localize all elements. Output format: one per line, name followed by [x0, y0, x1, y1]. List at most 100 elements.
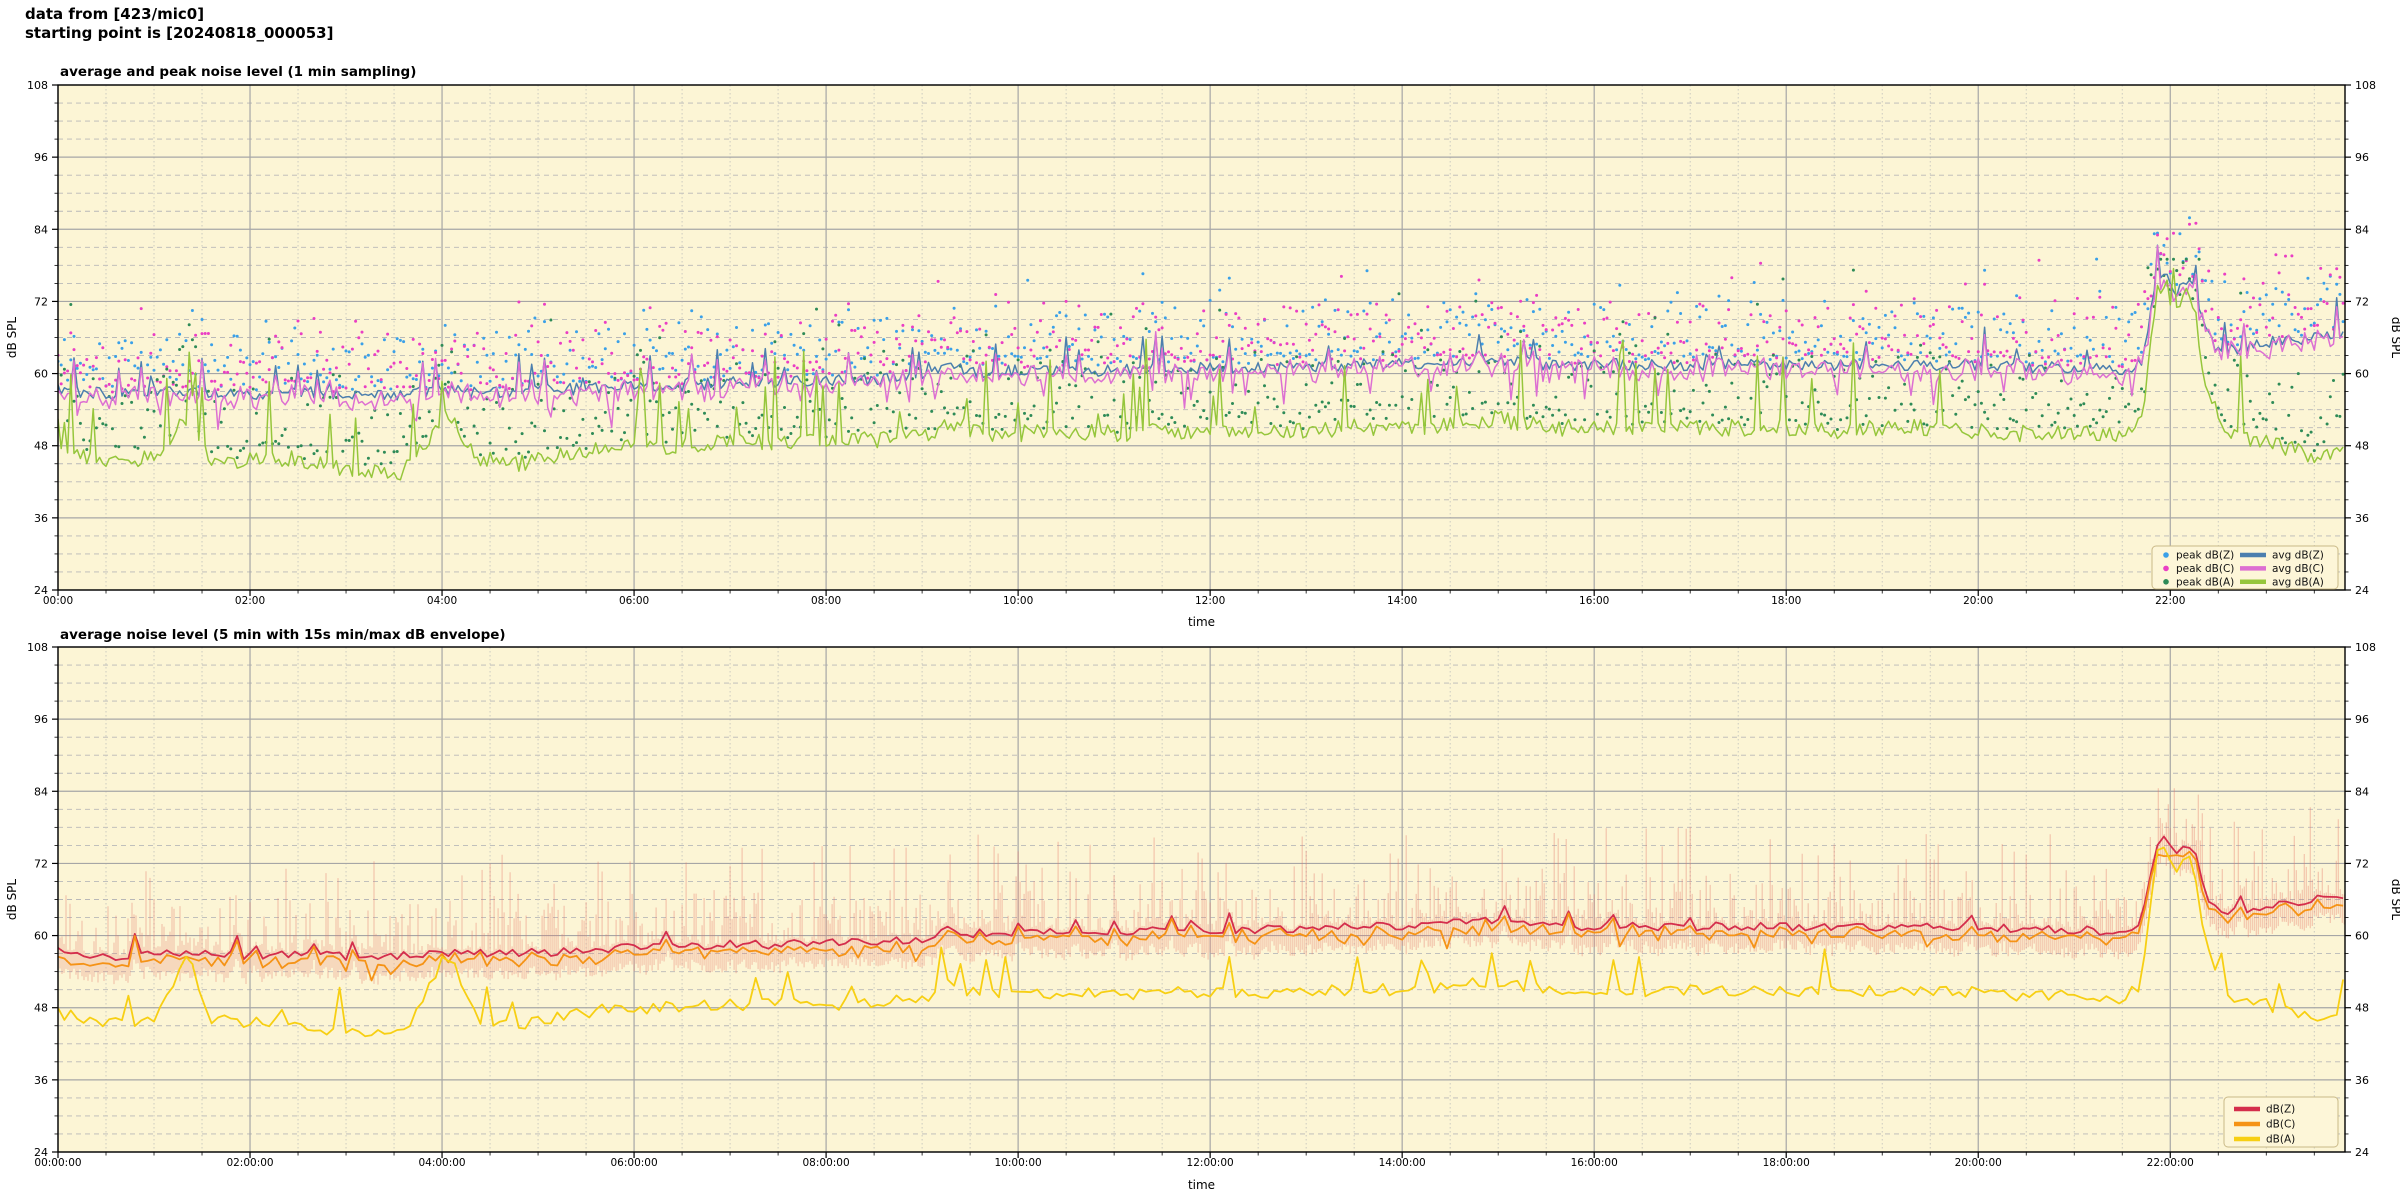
- legend-item: peak dB(C): [2163, 563, 2234, 575]
- x-tick-label: 08:00:00: [803, 1157, 850, 1169]
- y-tick-label-right: 96: [2355, 151, 2369, 164]
- series-line-layer: [58, 244, 2344, 481]
- grid: [57, 84, 2345, 591]
- header-line-2: starting point is [20240818_000053]: [25, 23, 334, 42]
- series-line-layer: [58, 835, 2344, 1038]
- chart-2: 24 24 36 36 48 48 60 60 72 72 84 84 96 96 108 108 00:00:…: [5, 627, 2400, 1192]
- chart-title: average and peak noise level (1 min samp…: [60, 64, 416, 80]
- x-tick-label: 06:00:00: [610, 1157, 657, 1169]
- x-tick-label: 16:00:00: [1571, 1157, 1618, 1169]
- y-tick-label-right: 24: [2355, 1146, 2369, 1159]
- series-line-avg-db-c-: [58, 245, 2344, 431]
- x-tick-label: 14:00:00: [1379, 1157, 1426, 1169]
- legend-label: avg dB(A): [2272, 576, 2324, 588]
- axis-tick-labels: 24 24 36 36 48 48 60 60 72 72 84 84 96 96 108 108 00:00:…: [27, 641, 2376, 1169]
- legend-item: dB(C): [2234, 1119, 2295, 1131]
- y-tick-label-right: 84: [2355, 223, 2369, 236]
- x-tick-label: 12:00: [1195, 595, 1225, 607]
- legend-marker-dot: [2163, 552, 2169, 558]
- y-tick-label-left: 108: [27, 79, 48, 92]
- y-tick-label-right: 72: [2355, 295, 2369, 308]
- grid: [57, 646, 2345, 1153]
- x-tick-label: 20:00:00: [1955, 1157, 2002, 1169]
- legend-item: avg dB(Z): [2240, 550, 2324, 562]
- y-tick-label-left: 108: [27, 641, 48, 654]
- series-line-db-a-: [58, 846, 2344, 1038]
- series-line-db-z-: [58, 835, 2344, 961]
- legend-marker-dot: [2163, 565, 2169, 572]
- legend-label: avg dB(C): [2272, 563, 2324, 575]
- x-tick-label: 02:00: [235, 595, 265, 607]
- x-tick-label: 14:00: [1387, 595, 1417, 607]
- legend-item: dB(Z): [2234, 1104, 2295, 1116]
- legend-item: peak dB(A): [2163, 576, 2234, 588]
- x-tick-label: 22:00: [2155, 595, 2185, 607]
- x-tick-label: 02:00:00: [226, 1157, 273, 1169]
- y-tick-label-right: 48: [2355, 1002, 2369, 1015]
- header-line-1: data from [423/mic0]: [25, 5, 205, 23]
- y-tick-label-right: 96: [2355, 713, 2369, 726]
- y-tick-label-right: 36: [2355, 512, 2369, 525]
- x-tick-label: 20:00: [1963, 595, 1993, 607]
- y-tick-label-right: 60: [2355, 368, 2369, 381]
- y-tick-label-left: 96: [34, 713, 48, 726]
- y-tick-label-left: 72: [34, 295, 48, 308]
- y-tick-label-right: 108: [2355, 79, 2376, 92]
- x-tick-label: 04:00: [427, 595, 457, 607]
- series-line-avg-db-z-: [58, 244, 2344, 401]
- axis-tick-labels: 24 24 36 36 48 48 60 60 72 72 84 84 96 96 108 108 00:00 0…: [27, 79, 2376, 607]
- x-tick-label: 18:00: [1771, 595, 1801, 607]
- y-axis-label-left: dB SPL: [5, 317, 19, 359]
- legend-label: peak dB(C): [2176, 563, 2234, 575]
- y-tick-label-right: 36: [2355, 1074, 2369, 1087]
- y-tick-label-right: 48: [2355, 440, 2369, 453]
- y-tick-label-left: 48: [34, 1002, 48, 1015]
- x-tick-label: 16:00: [1579, 595, 1609, 607]
- y-tick-label-left: 36: [34, 1074, 48, 1087]
- x-axis-label: time: [1188, 1178, 1215, 1192]
- x-tick-label: 10:00:00: [995, 1157, 1042, 1169]
- y-tick-label-left: 24: [34, 584, 48, 597]
- chart-1: 24 24 36 36 48 48 60 60 72 72 84 84 96 96 108 108 00:00 0…: [5, 64, 2400, 629]
- legend-item: avg dB(C): [2240, 563, 2324, 575]
- figure-header: data from [423/mic0] starting point is […: [25, 5, 333, 43]
- x-tick-label: 00:00: [43, 595, 73, 607]
- y-tick-label-left: 60: [34, 368, 48, 381]
- y-tick-label-right: 84: [2355, 785, 2369, 798]
- legend-item: avg dB(A): [2240, 576, 2324, 588]
- x-tick-label: 00:00:00: [34, 1157, 81, 1169]
- legend-label: dB(A): [2266, 1134, 2295, 1146]
- legend: peak dB(Z)peak dB(C)peak dB(A)avg dB(Z)a…: [2151, 545, 2339, 590]
- y-tick-label-left: 72: [34, 857, 48, 870]
- x-tick-label: 06:00: [619, 595, 649, 607]
- axis-ticks: [52, 646, 2351, 1158]
- y-tick-label-left: 96: [34, 151, 48, 164]
- y-tick-label-left: 36: [34, 512, 48, 525]
- legend-label: peak dB(A): [2176, 576, 2234, 588]
- y-tick-label-left: 48: [34, 440, 48, 453]
- series-scatter-peak-db-c-: [58, 221, 2345, 394]
- x-tick-label: 22:00:00: [2147, 1157, 2194, 1169]
- axis-ticks: [52, 84, 2351, 596]
- legend-marker-dot: [2163, 579, 2169, 585]
- y-tick-label-left: 24: [34, 1146, 48, 1159]
- x-axis-label: time: [1188, 615, 1215, 629]
- x-tick-label: 08:00: [811, 595, 841, 607]
- chart-title: average noise level (5 min with 15s min/…: [60, 627, 506, 643]
- legend-item: peak dB(Z): [2163, 550, 2234, 562]
- legend: dB(Z) dB(C) dB(A): [2223, 1096, 2339, 1148]
- y-axis-label-right: dB SPL: [2389, 879, 2400, 921]
- y-tick-label-left: 60: [34, 930, 48, 943]
- legend-item: dB(A): [2234, 1134, 2295, 1146]
- y-tick-label-left: 84: [34, 785, 48, 798]
- y-axis-label-left: dB SPL: [5, 879, 19, 921]
- x-tick-label: 04:00:00: [418, 1157, 465, 1169]
- series-line-avg-db-a-: [58, 267, 2344, 481]
- x-tick-label: 12:00:00: [1187, 1157, 1234, 1169]
- y-tick-label-right: 60: [2355, 930, 2369, 943]
- x-tick-label: 18:00:00: [1763, 1157, 1810, 1169]
- legend-label: peak dB(Z): [2176, 550, 2234, 562]
- y-tick-label-left: 84: [34, 223, 48, 236]
